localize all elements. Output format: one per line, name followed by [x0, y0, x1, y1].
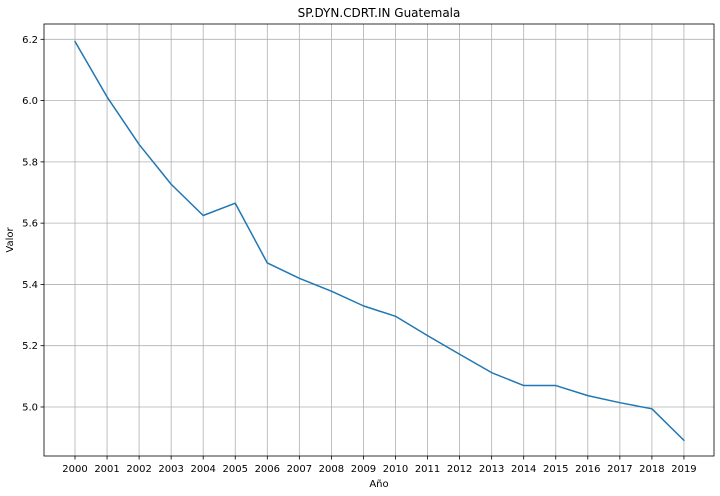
x-tick-label: 2014	[511, 464, 536, 475]
y-tick-label: 6.2	[22, 35, 38, 46]
x-tick-label: 2002	[126, 464, 151, 475]
x-tick-label: 2004	[190, 464, 215, 475]
x-tick-label: 2007	[287, 464, 312, 475]
x-axis-label: Año	[369, 479, 388, 490]
y-tick-label: 5.6	[22, 219, 38, 230]
x-tick-label: 2005	[223, 464, 248, 475]
x-tick-label: 2011	[415, 464, 440, 475]
x-tick-label: 2012	[447, 464, 472, 475]
series-layer	[74, 40, 685, 442]
y-tick-label: 5.8	[22, 157, 38, 168]
x-tick-label: 2006	[255, 464, 280, 475]
y-tick-label: 5.2	[22, 341, 38, 352]
grid	[44, 24, 714, 456]
y-tick-label: 5.4	[22, 280, 38, 291]
x-tick-label: 2008	[319, 464, 344, 475]
y-tick-label: 6.0	[22, 96, 38, 107]
x-tick-label: 2010	[383, 464, 408, 475]
x-tick-label: 2017	[607, 464, 632, 475]
x-tick-label: 2018	[639, 464, 664, 475]
y-axis-label: Valor	[5, 227, 16, 253]
x-tick-label: 2000	[62, 464, 87, 475]
x-tick-label: 2016	[575, 464, 600, 475]
axis-ticks: 2000 2001 2002 2003 2004 2005 2006 2007 2008 2009…	[22, 35, 697, 475]
x-tick-label: 2001	[94, 464, 119, 475]
x-tick-label: 2013	[479, 464, 504, 475]
y-tick-label: 5.0	[22, 402, 38, 413]
plot-area-frame	[43, 23, 715, 457]
series-line	[74, 40, 685, 442]
x-tick-label: 2009	[351, 464, 376, 475]
x-tick-label: 2015	[543, 464, 568, 475]
x-tick-label: 2019	[671, 464, 696, 475]
x-tick-label: 2003	[158, 464, 183, 475]
chart-title: SP.DYN.CDRT.IN Guatemala	[298, 6, 461, 20]
